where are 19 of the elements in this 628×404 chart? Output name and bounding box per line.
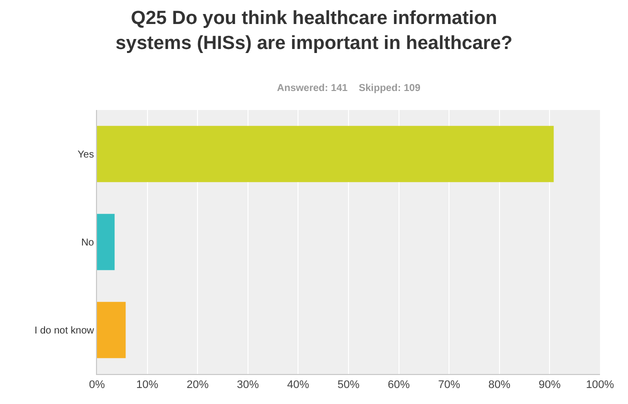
x-tick-label: 50% <box>337 379 360 392</box>
x-tick-label: 10% <box>136 379 159 392</box>
x-tick-label: 80% <box>488 379 511 392</box>
bar <box>97 214 115 270</box>
y-tick-label: Yes <box>78 150 94 160</box>
bar <box>97 302 126 358</box>
x-tick-label: 60% <box>388 379 410 392</box>
x-tick-label: 90% <box>538 379 561 392</box>
y-tick-label: I do not know <box>34 326 95 336</box>
x-tick-label: 100% <box>586 379 614 392</box>
x-tick-label: 0% <box>89 379 106 392</box>
bar <box>97 126 554 182</box>
x-tick-label: 70% <box>438 379 460 392</box>
x-tick-label: 20% <box>186 379 209 392</box>
x-tick-label: 40% <box>287 379 310 392</box>
chart-subtitle: Answered: 141 Skipped: 109 <box>277 83 421 94</box>
x-tick-label: 30% <box>236 379 260 392</box>
chart-title: Q25 Do you think healthcare information systems (HISs) are important in healthcare? <box>115 8 513 54</box>
y-tick-label: No <box>81 238 94 248</box>
